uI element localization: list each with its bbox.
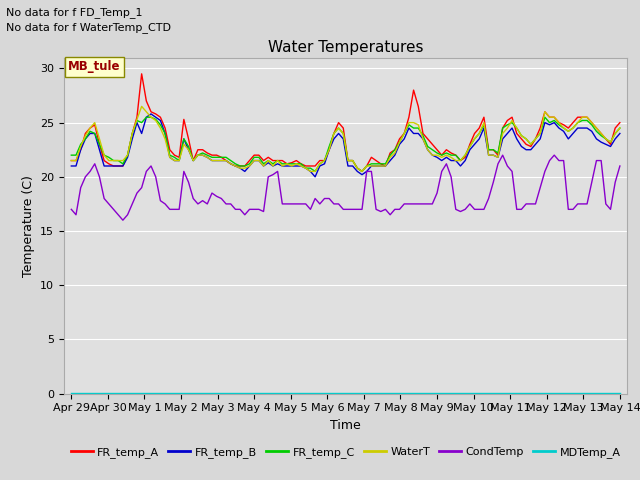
WaterT [260, 163, 268, 169]
CondTemp [67, 206, 75, 212]
CondTemp [508, 168, 516, 174]
FR_temp_A [499, 125, 506, 131]
FR_temp_B [260, 163, 268, 169]
MDTemp_A [447, 390, 455, 396]
FR_temp_A [456, 158, 464, 164]
MDTemp_A [499, 390, 506, 396]
FR_temp_A [129, 131, 136, 136]
FR_temp_B [311, 174, 319, 180]
FR_temp_B [616, 131, 624, 136]
FR_temp_C [67, 152, 75, 158]
Line: WaterT: WaterT [71, 107, 620, 171]
FR_temp_B [499, 136, 506, 142]
FR_temp_A [185, 136, 193, 142]
CondTemp [260, 209, 268, 215]
FR_temp_C [311, 168, 319, 174]
WaterT [499, 131, 506, 136]
WaterT [67, 158, 75, 164]
CondTemp [494, 161, 502, 167]
Line: FR_temp_A: FR_temp_A [71, 74, 620, 171]
FR_temp_C [499, 125, 506, 131]
WaterT [138, 104, 145, 109]
Line: FR_temp_B: FR_temp_B [71, 114, 620, 177]
FR_temp_A [508, 114, 516, 120]
FR_temp_A [67, 158, 75, 164]
FR_temp_C [616, 125, 624, 131]
WaterT [129, 131, 136, 136]
MDTemp_A [255, 390, 262, 396]
FR_temp_B [147, 111, 155, 117]
FR_temp_A [138, 71, 145, 77]
MDTemp_A [180, 390, 188, 396]
MDTemp_A [67, 390, 75, 396]
Text: MB_tule: MB_tule [68, 60, 121, 73]
Text: No data for f WaterTemp_CTD: No data for f WaterTemp_CTD [6, 22, 172, 33]
CondTemp [119, 217, 127, 223]
CondTemp [499, 152, 506, 158]
Legend: FR_temp_A, FR_temp_B, FR_temp_C, WaterT, CondTemp, MDTemp_A: FR_temp_A, FR_temp_B, FR_temp_C, WaterT,… [66, 443, 625, 463]
FR_temp_C [508, 120, 516, 125]
FR_temp_B [185, 147, 193, 153]
FR_temp_B [508, 125, 516, 131]
FR_temp_B [67, 163, 75, 169]
CondTemp [616, 163, 624, 169]
FR_temp_C [129, 131, 136, 136]
Y-axis label: Temperature (C): Temperature (C) [22, 175, 35, 276]
Line: CondTemp: CondTemp [71, 155, 620, 220]
FR_temp_A [616, 120, 624, 125]
MDTemp_A [490, 390, 497, 396]
Text: No data for f FD_Temp_1: No data for f FD_Temp_1 [6, 7, 143, 18]
WaterT [508, 118, 516, 123]
WaterT [185, 147, 193, 153]
WaterT [616, 125, 624, 131]
FR_temp_C [456, 158, 464, 164]
CondTemp [185, 180, 193, 185]
FR_temp_B [456, 163, 464, 169]
WaterT [307, 168, 314, 174]
MDTemp_A [616, 390, 624, 396]
FR_temp_C [143, 114, 150, 120]
Line: FR_temp_C: FR_temp_C [71, 117, 620, 171]
FR_temp_C [185, 144, 193, 149]
X-axis label: Time: Time [330, 419, 361, 432]
Title: Water Temperatures: Water Temperatures [268, 40, 423, 55]
FR_temp_A [260, 158, 268, 164]
MDTemp_A [129, 390, 136, 396]
CondTemp [452, 206, 460, 212]
WaterT [456, 158, 464, 164]
FR_temp_B [129, 136, 136, 142]
FR_temp_C [260, 161, 268, 167]
CondTemp [133, 190, 141, 196]
FR_temp_A [358, 168, 366, 174]
